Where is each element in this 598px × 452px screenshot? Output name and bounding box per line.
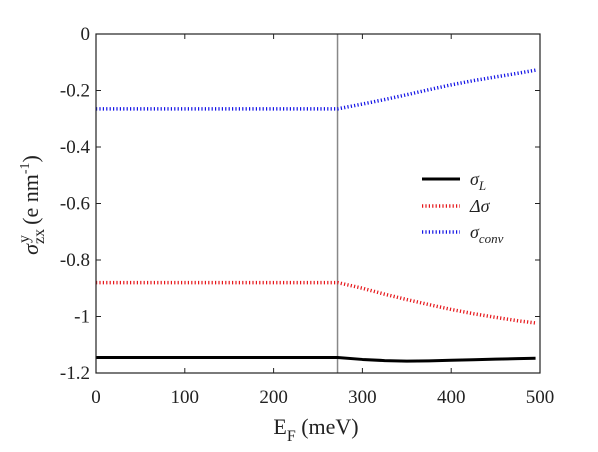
y-tick-label: -0.2	[60, 81, 90, 102]
series-line-series-2	[96, 68, 536, 111]
x-tick-label: 400	[437, 387, 466, 408]
legend-label: Δσ	[469, 196, 491, 216]
plot-area	[96, 34, 540, 373]
axes-layer: 0 100 200 300 400 500 0 -0.2 -0.4 -0.6 -0.8 -1 -1.2	[60, 24, 554, 408]
x-tick-label: 300	[348, 387, 377, 408]
x-tick-label: 500	[526, 387, 555, 408]
plot-background	[96, 34, 540, 373]
legend: σL Δσ σconv	[422, 169, 504, 246]
y-tick-label: -0.6	[60, 194, 90, 215]
series-line-delta-sigma	[96, 280, 536, 325]
y-axis-label: σyzx(e nm-1)	[16, 155, 48, 255]
y-tick-label: -0.4	[60, 137, 91, 158]
y-tick-label: -1.2	[60, 363, 90, 384]
x-tick-label: 100	[171, 387, 200, 408]
x-axis-label: EF (meV)	[273, 414, 358, 445]
series-layer	[96, 68, 536, 363]
x-tick-label: 0	[91, 387, 101, 408]
series-line-series-0	[96, 355, 536, 363]
y-tick-label: 0	[81, 24, 91, 45]
legend-label: σL	[470, 169, 486, 193]
legend-label: σconv	[470, 222, 504, 246]
y-tick-label: -1	[74, 307, 90, 328]
x-tick-label: 200	[259, 387, 288, 408]
y-tick-label: -0.8	[60, 250, 90, 271]
